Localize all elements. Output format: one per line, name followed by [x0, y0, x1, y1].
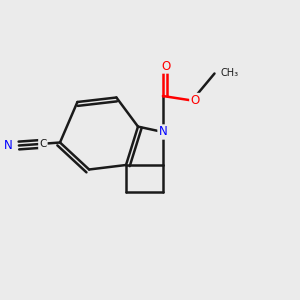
Text: N: N	[4, 139, 13, 152]
Text: O: O	[161, 59, 170, 73]
Text: O: O	[190, 94, 200, 107]
Text: N: N	[158, 125, 167, 139]
Text: C: C	[39, 139, 46, 149]
Text: CH₃: CH₃	[220, 68, 238, 79]
